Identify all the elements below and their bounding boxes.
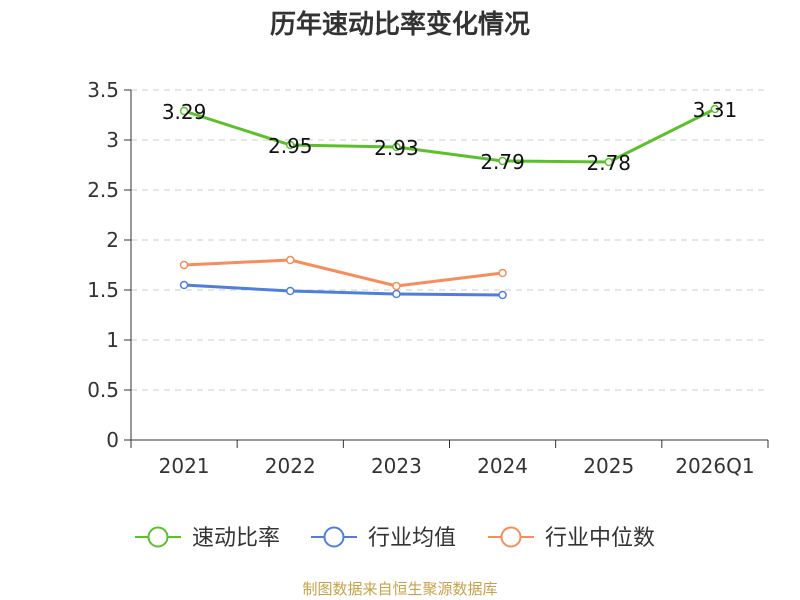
data-point[interactable]: [710, 104, 720, 114]
data-point[interactable]: [498, 268, 507, 278]
data-point[interactable]: [286, 286, 295, 296]
axes: 0 0.5 1 1.5 2 2.5 3 3.5 2021 2022 2023 2024 2025 2026…: [87, 78, 769, 478]
legend-label: 速动比率: [192, 526, 280, 551]
chart-title: 历年速动比率变化情况: [269, 10, 530, 40]
x-tick-label: 2024: [477, 454, 528, 478]
y-tick-label: 1: [106, 328, 119, 352]
data-labels: 3.29 2.95 2.93 2.79 2.78 3.31: [162, 98, 737, 175]
legend-swatch-marker: [147, 526, 169, 548]
legend-item-1[interactable]: 行业均值: [311, 526, 456, 551]
series-line-1: [184, 283, 503, 297]
data-point[interactable]: [179, 106, 189, 116]
data-point[interactable]: [286, 255, 295, 265]
data-point[interactable]: [498, 290, 507, 300]
legend[interactable]: 速动比率 行业均值 行业中位数: [135, 526, 655, 551]
series-line-2: [184, 258, 503, 288]
grid: [131, 89, 768, 391]
data-point[interactable]: [392, 289, 401, 299]
legend-item-2[interactable]: 行业中位数: [488, 526, 655, 551]
y-tick-label: 2: [106, 228, 119, 252]
data-label: 3.29: [162, 100, 207, 124]
data-label: 2.95: [268, 134, 313, 158]
legend-label: 行业中位数: [545, 526, 655, 551]
data-label: 2.78: [586, 151, 631, 175]
y-tick-label: 3.5: [87, 78, 119, 102]
x-tick-label: 2025: [583, 454, 634, 478]
legend-item-0[interactable]: 速动比率: [135, 526, 280, 551]
y-tick-label: 0.5: [87, 378, 119, 402]
series-line-0: [183, 107, 716, 164]
x-tick-label: 2021: [159, 454, 210, 478]
y-tick-label: 1.5: [87, 278, 119, 302]
data-point[interactable]: [286, 140, 295, 150]
y-tick-label: 3: [106, 128, 119, 152]
x-tick-label: 2022: [265, 454, 316, 478]
legend-swatch-marker: [500, 526, 522, 548]
data-point[interactable]: [604, 157, 613, 167]
legend-label: 行业均值: [368, 526, 456, 551]
legend-swatch-marker: [323, 526, 345, 548]
y-tick-label: 0: [106, 428, 119, 452]
x-tick-label: 2023: [371, 454, 422, 478]
data-label: 3.31: [693, 98, 738, 122]
y-tick-label: 2.5: [87, 178, 119, 202]
source-note: 制图数据来自恒生聚源数据库: [302, 580, 498, 598]
series: [179, 104, 720, 300]
x-tick-label: 2026Q1: [675, 454, 754, 478]
data-label: 2.79: [480, 150, 525, 174]
data-point[interactable]: [179, 280, 189, 290]
data-point[interactable]: [392, 142, 401, 152]
data-point[interactable]: [498, 156, 507, 166]
data-point[interactable]: [392, 281, 401, 291]
data-point[interactable]: [179, 260, 189, 270]
data-label: 2.93: [374, 136, 419, 160]
